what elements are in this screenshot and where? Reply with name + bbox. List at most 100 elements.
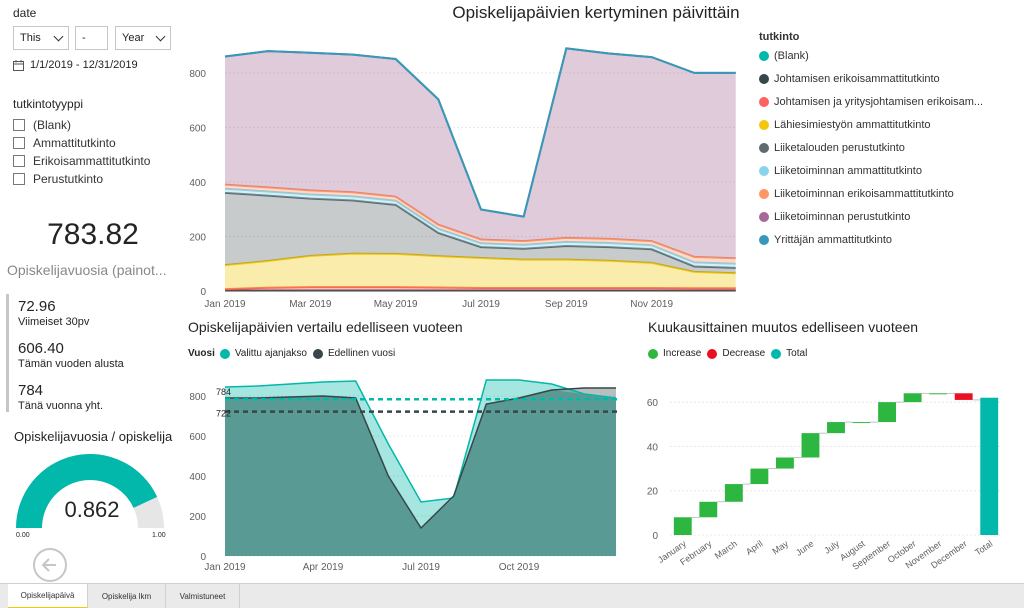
waterfall-bar	[878, 402, 897, 423]
legend-color-dot	[707, 348, 718, 359]
waterfall-bar	[827, 422, 845, 434]
tab-label: Opiskelijapäivä	[20, 591, 75, 600]
gauge-fill	[16, 453, 158, 528]
back-button[interactable]	[32, 547, 68, 583]
degree-type-label: Perustutkinto	[33, 172, 104, 186]
relative-unit-dropdown[interactable]: Year	[115, 26, 171, 50]
date-range-text: 1/1/2019 - 12/31/2019	[30, 59, 138, 71]
area-series	[225, 188, 736, 268]
tab-opiskelija-lkm[interactable]: Opiskelija lkm	[88, 584, 166, 608]
waterfall-bar	[673, 517, 692, 535]
x-tick-label: March	[713, 538, 739, 561]
relative-count-value: -	[82, 32, 86, 44]
series-line	[224, 286, 736, 291]
legend-item[interactable]: Yrittäjän ammattitutkinto	[759, 234, 892, 246]
legend-color-dot	[759, 235, 769, 245]
legend-label[interactable]: Increase	[663, 348, 702, 359]
x-tick-label: Mar 2019	[289, 299, 332, 310]
tab-opiskelijapaiva[interactable]: Opiskelijapäivä	[8, 584, 88, 608]
x-tick-label: Nov 2019	[630, 299, 673, 310]
kpi-item-value: 784	[18, 382, 44, 399]
waterfall-bar	[954, 393, 973, 400]
series-line	[224, 252, 736, 275]
degree-type-option-ammattitutkinto[interactable]: Ammattitutkinto	[13, 136, 116, 150]
y-tick-label: 800	[189, 69, 206, 80]
legend-item[interactable]: Liiketoiminnan erikoisammattitutkinto	[759, 188, 954, 200]
legend-color-dot	[759, 189, 769, 199]
back-arrow-icon	[33, 548, 67, 582]
page-tab-bar: Opiskelijapäivä Opiskelija lkm Valmistun…	[0, 583, 1024, 608]
calendar-icon	[13, 59, 24, 71]
chevron-down-icon	[53, 31, 64, 41]
legend-label: Liiketoiminnan perustutkinto	[774, 211, 911, 223]
y-tick-label: 200	[189, 512, 206, 523]
stacked-area-chart[interactable]: 0 200 400 600 800 Jan 2019 Mar 2019 May 2019 Jul…	[180, 26, 758, 312]
legend-label[interactable]: Decrease	[722, 348, 766, 359]
checkbox[interactable]	[13, 173, 25, 185]
chevron-down-icon	[155, 31, 166, 41]
legend-label[interactable]: Edellinen vuosi	[327, 348, 396, 359]
legend-item[interactable]: Liiketoiminnan perustutkinto	[759, 211, 910, 223]
kpi-item-label: Tänä vuonna yht.	[18, 400, 104, 412]
legend-item[interactable]: Lähiesimiestyön ammattitutkinto	[759, 119, 931, 131]
area-series	[225, 253, 736, 290]
tab-valmistuneet[interactable]: Valmistuneet	[166, 584, 240, 608]
area-series	[225, 184, 736, 264]
kpi-item-ytd: 606.40 Tämän vuoden alusta	[18, 340, 124, 370]
legend-item[interactable]: Liiketoiminnan ammattitutkinto	[759, 165, 922, 177]
checkbox[interactable]	[13, 137, 25, 149]
legend-item[interactable]: (Blank)	[759, 50, 809, 62]
compare-legend: Vuosi Valittu ajanjakso Edellinen vuosi	[188, 348, 395, 359]
relative-count-input[interactable]: -	[75, 26, 108, 50]
legend-item[interactable]: Johtamisen erikoisammattitutkinto	[759, 73, 940, 85]
legend-label: Johtamisen ja yritysjohtamisen erikoisam…	[774, 96, 984, 108]
legend-label: Liiketalouden perustutkinto	[774, 142, 905, 154]
checkbox[interactable]	[13, 155, 25, 167]
overlap-area	[225, 390, 617, 556]
legend-color-dot	[759, 120, 769, 130]
compare-legend-title: Vuosi	[188, 348, 215, 359]
comparison-area-chart[interactable]: 0 200 400 600 800 784 722 Jan 2019 Apr 2019 Jul 2…	[180, 366, 630, 578]
y-tick-label: 400	[189, 472, 206, 483]
previous-year-line	[225, 387, 617, 530]
x-tick-label: April	[744, 538, 764, 557]
y-tick-label: 0	[200, 552, 206, 563]
legend-color-dot	[759, 212, 769, 222]
relative-unit-value: Year	[122, 32, 145, 44]
kpi-accent-bar	[6, 294, 9, 412]
relative-option-dropdown[interactable]: This	[13, 26, 69, 50]
y-tick-label: 0	[652, 531, 658, 542]
legend-label: Yrittäjän ammattitutkinto	[774, 234, 892, 246]
degree-type-option-perustutkinto[interactable]: Perustutkinto	[13, 172, 103, 186]
legend-item[interactable]: Johtamisen ja yritysjohtamisen erikoisam…	[759, 96, 983, 108]
reference-line-label: 722	[216, 409, 231, 419]
y-tick-label: 600	[189, 123, 206, 134]
legend-label[interactable]: Valittu ajanjakso	[234, 348, 307, 359]
area-series	[225, 192, 736, 274]
legend-item[interactable]: Liiketalouden perustutkinto	[759, 142, 905, 154]
x-tick-label: Jul 2019	[462, 299, 500, 310]
series-line	[224, 187, 736, 265]
waterfall-bar	[980, 397, 999, 535]
kpi-item-value: 606.40	[18, 340, 64, 357]
degree-type-option-erikoisammattitutkinto[interactable]: Erikoisammattitutkinto	[13, 154, 150, 168]
area-series	[225, 48, 736, 259]
x-tick-label: May 2019	[374, 299, 418, 310]
compare-chart-title: Opiskelijapäivien vertailu edelliseen vu…	[188, 319, 463, 335]
gauge-title: Opiskelijavuosia / opiskelija	[14, 429, 173, 444]
legend-color-dot	[759, 51, 769, 61]
top-legend-title: tutkinto	[759, 31, 800, 43]
date-range[interactable]: 1/1/2019 - 12/31/2019	[13, 59, 138, 71]
degree-type-option-blank[interactable]: (Blank)	[13, 118, 71, 132]
kpi-big-label: Opiskelijavuosia (painot...	[7, 262, 167, 278]
legend-label[interactable]: Total	[786, 348, 808, 359]
tab-label: Opiskelija lkm	[101, 592, 152, 601]
legend-label: Liiketoiminnan ammattitutkinto	[774, 165, 922, 177]
legend-color-dot	[312, 348, 323, 359]
kpi-item-30-days: 72.96 Viimeiset 30pv	[18, 298, 89, 328]
x-tick-label: Jan 2019	[204, 299, 246, 310]
checkbox[interactable]	[13, 119, 25, 131]
y-tick-label: 40	[647, 442, 659, 453]
